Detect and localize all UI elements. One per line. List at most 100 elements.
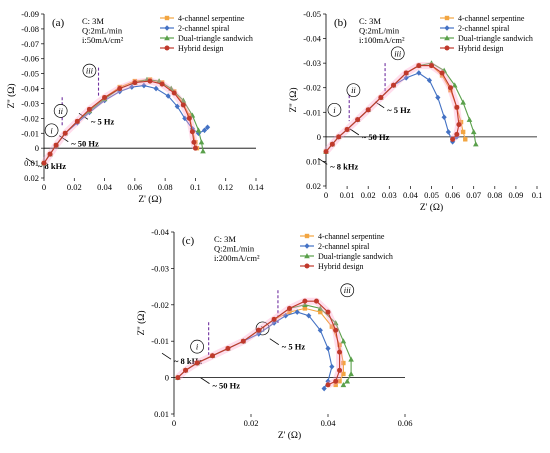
region-marker [390,46,405,61]
data-point [132,80,138,86]
x-tick-label: 0.1 [532,190,543,200]
y-tick-label: 0.02 [24,173,39,183]
data-point [53,142,59,148]
legend-label: 4-channel serpentine [178,14,245,23]
data-point [329,324,335,329]
frequency-annotation: ~ 50 Hz [71,139,99,149]
data-point [240,338,246,344]
legend-marker [444,25,450,31]
legend-marker [304,253,310,259]
annotation-arrow [349,128,360,136]
data-point [378,95,384,101]
data-point [348,371,354,377]
data-point [333,378,339,384]
data-point [192,145,198,151]
data-point [159,81,165,87]
data-point [186,115,192,121]
y-tick-label: -0.07 [21,39,39,49]
data-point [329,141,335,147]
legend-marker [164,45,170,51]
data-point [341,371,346,377]
region-label: iii [344,285,352,295]
x-tick-label: 0.02 [67,182,82,192]
x-tick-label: 0.07 [466,190,481,200]
data-point [287,309,292,315]
data-point [147,78,153,84]
data-point [340,338,347,344]
y-tick-label: -0.05 [21,69,39,79]
data-point [187,113,192,118]
data-point [333,327,339,333]
condition-text: Q:2mL/min [82,26,123,36]
series-line [177,304,352,386]
x-axis-label: Z' (Ω) [420,202,443,213]
data-point [325,378,331,385]
x-tick-label: 0.06 [127,182,142,192]
panel-a: -0.09 -0.08 -0.07 -0.06 -0.05 -0.04 -0.03 -0.02… [6,9,264,205]
frequency-annotation: ~ 50 Hz [362,132,390,142]
data-point [191,139,197,145]
data-point [302,301,308,307]
data-point [189,112,196,118]
data-point [460,129,466,135]
data-point [180,97,187,103]
data-point [473,141,479,147]
data-point [102,94,108,100]
x-tick-label: 0.06 [398,418,413,428]
data-point [445,129,451,135]
data-point [47,151,53,157]
y-tick-label: -0.06 [21,54,39,64]
x-tick-label: 0 [42,182,46,192]
data-point [325,382,331,388]
region-marker [44,123,59,138]
condition-text: i:50mA/cm² [82,35,124,45]
data-point [171,90,177,96]
region-marker [53,104,68,118]
y-tick-label: -0.01 [21,128,39,138]
condition-text: C: 3M [214,234,236,244]
annotation-arrow [161,352,172,360]
data-point [348,356,354,362]
legend-marker [164,35,170,41]
data-point [337,379,342,384]
condition-text: C: 3M [359,16,381,26]
region-label: i [196,342,199,352]
data-point [333,382,338,388]
data-point [256,327,262,333]
data-point [256,331,262,337]
x-tick-label: 0.01 [340,190,355,200]
data-point [447,85,453,91]
condition-text: Q:2mL/min [359,26,400,36]
x-tick-label: 0.14 [249,182,265,192]
y-tick-label: -0.02 [303,83,321,93]
y-tick-label: -0.09 [21,9,39,19]
data-point [458,119,464,125]
legend-label: Dual-triangle sandwich [458,34,533,43]
x-tick-label: 0.12 [218,182,233,192]
data-point [283,312,289,319]
legend-marker [304,243,310,249]
frequency-annotation: ~ 8 kHz [174,356,202,366]
data-point [174,103,180,110]
region-marker [82,63,97,78]
y-tick-label: -0.03 [21,98,39,108]
legend-label: 2-channel spiral [178,24,230,33]
legend-marker [304,233,310,239]
y-axis-label: Z'' (Ω) [288,88,299,113]
series-line [43,79,204,164]
data-point [165,93,171,99]
data-point [439,70,445,76]
y-tick-label: -0.03 [151,263,169,273]
y-axis-label: Z'' (Ω) [6,84,17,109]
data-point [463,137,468,142]
legend-label: Hybrid design [178,44,224,53]
x-tick-label: 0.02 [244,418,259,428]
condition-text: i:100mA/cm² [359,35,405,45]
y-tick-label: 0.01 [154,409,169,419]
data-point [323,149,329,155]
region-label: ii [351,85,356,95]
legend-marker [164,25,170,31]
data-point [416,70,422,76]
y-tick-label: 0 [317,132,321,142]
